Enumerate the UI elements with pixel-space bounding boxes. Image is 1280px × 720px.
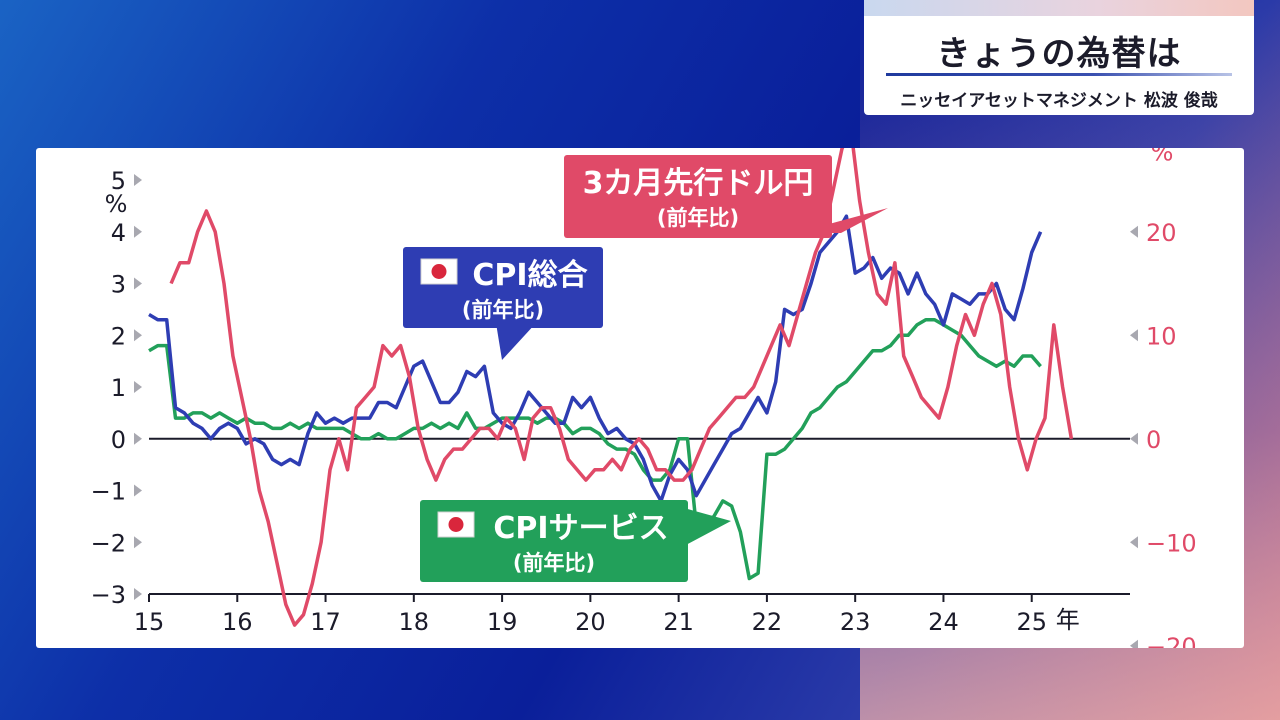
left-tick-arrow (134, 432, 142, 445)
callout-cpi-services-label: CPIサービス (493, 511, 668, 546)
callout-cpi-total-pointer (496, 323, 536, 360)
right-tick-label: 20 (1146, 219, 1177, 247)
right-tick-arrow (1130, 329, 1138, 342)
x-axis-unit: 年 (1056, 606, 1080, 634)
left-tick-label: 3 (111, 271, 126, 299)
left-tick-arrow (134, 484, 142, 497)
left-tick-label: 0 (111, 426, 126, 454)
callout-cpi-services-pointer (684, 508, 731, 546)
x-tick-label: 22 (752, 608, 783, 636)
left-tick-arrow (134, 174, 142, 186)
right-tick-arrow (1130, 639, 1138, 648)
chart-panel: 543210−1−2−3%3020100−10−20%1516171819202… (36, 148, 1244, 648)
title-card-topbar (864, 0, 1254, 16)
left-tick-label: −2 (91, 529, 126, 557)
callout-dollar-yen-box (564, 155, 832, 238)
right-axis-unit: % (1151, 148, 1174, 166)
left-tick-arrow (134, 329, 142, 342)
left-tick-arrow (134, 225, 142, 238)
left-tick-label: 4 (111, 219, 126, 247)
series-group (148, 148, 1074, 627)
x-tick-label: 20 (575, 608, 606, 636)
left-tick-arrow (134, 536, 142, 549)
right-tick-label: 10 (1146, 322, 1177, 350)
left-tick-label: 1 (111, 374, 126, 402)
x-tick-label: 17 (310, 608, 341, 636)
callouts-group: 3カ月先行ドル円 (前年比) CPI総合 (前年比) CPIサービス (前年比) (403, 155, 888, 582)
left-tick-label: −1 (91, 478, 126, 506)
japan-flag-sun (431, 264, 447, 279)
x-tick-label: 16 (222, 608, 253, 636)
page-title: きょうの為替は (936, 34, 1182, 74)
right-tick-arrow (1130, 432, 1138, 445)
left-tick-label: −3 (91, 581, 126, 609)
callout-cpi-total-label: CPI総合 (472, 258, 587, 293)
title-card: きょうの為替は ニッセイアセットマネジメント 松波 俊哉 (864, 0, 1254, 115)
right-tick-arrow (1130, 225, 1138, 238)
x-tick-label: 23 (840, 608, 871, 636)
x-tick-label: 24 (928, 608, 959, 636)
line-chart: 543210−1−2−3%3020100−10−20%1516171819202… (91, 148, 1197, 648)
right-tick-arrow (1130, 536, 1138, 549)
x-tick-label: 21 (663, 608, 694, 636)
left-axis-unit: % (105, 190, 128, 218)
series-cpi-services (148, 317, 1042, 581)
right-tick-label: 0 (1146, 426, 1161, 454)
left-tick-arrow (134, 588, 142, 600)
right-tick-label: −20 (1146, 633, 1197, 648)
left-tick-label: 2 (111, 322, 126, 350)
callout-dollar-yen-label: 3カ月先行ドル円 (583, 166, 814, 201)
axes-group: 543210−1−2−3%3020100−10−20%1516171819202… (91, 148, 1197, 648)
callout-dollar-yen: 3カ月先行ドル円 (前年比) (564, 155, 888, 238)
series-dollar-yen (169, 148, 1074, 627)
japan-flag-sun (448, 517, 464, 532)
callout-cpi-services-box (420, 500, 688, 582)
title-divider (886, 73, 1232, 76)
callout-cpi-services-sublabel: (前年比) (513, 551, 595, 575)
right-tick-label: −10 (1146, 529, 1197, 557)
x-tick-label: 19 (487, 608, 518, 636)
callout-dollar-yen-sublabel: (前年比) (657, 206, 739, 230)
callout-cpi-total: CPI総合 (前年比) (403, 247, 603, 360)
left-tick-label: 5 (111, 167, 126, 195)
left-tick-arrow (134, 277, 142, 290)
x-tick-label: 25 (1016, 608, 1047, 636)
callout-cpi-total-sublabel: (前年比) (462, 298, 544, 322)
callout-cpi-services: CPIサービス (前年比) (420, 500, 731, 582)
left-tick-arrow (134, 381, 142, 393)
x-tick-label: 15 (134, 608, 165, 636)
presenter-credit: ニッセイアセットマネジメント 松波 俊哉 (900, 91, 1218, 111)
x-tick-label: 18 (399, 608, 430, 636)
